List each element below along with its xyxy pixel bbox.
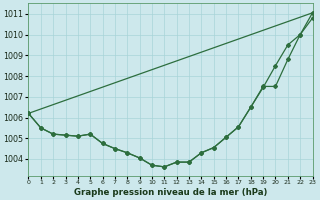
X-axis label: Graphe pression niveau de la mer (hPa): Graphe pression niveau de la mer (hPa) [74, 188, 267, 197]
